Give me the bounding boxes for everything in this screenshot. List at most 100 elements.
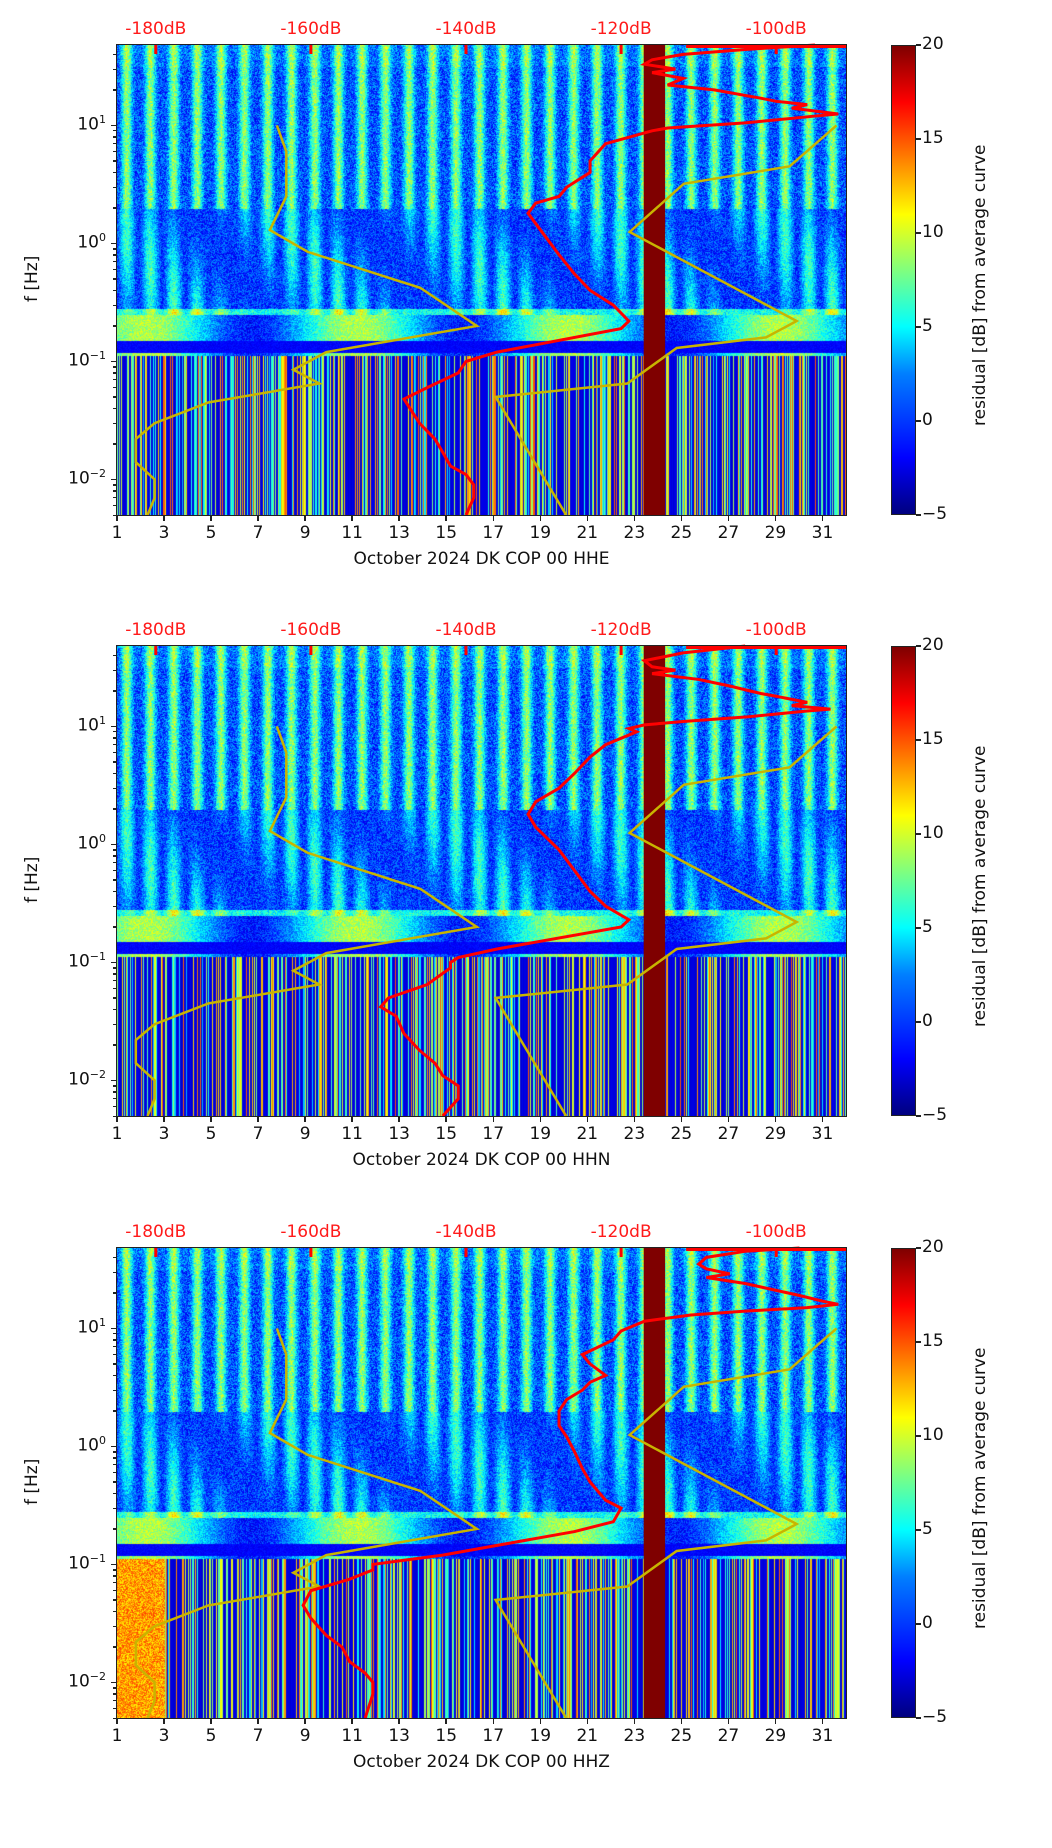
x-tick-label: 31: [811, 1726, 834, 1746]
db-tick-mark: [464, 1248, 468, 1257]
y-tick-label: 10−1: [46, 1552, 106, 1574]
colorbar-label: residual [dB] from average curve: [970, 144, 990, 426]
y-minor-tick-mark: [113, 387, 117, 389]
colorbar-tick-mark: [916, 1529, 921, 1531]
y-minor-tick-mark: [113, 731, 117, 733]
colorbar-tick-label: 15: [922, 128, 944, 148]
y-minor-tick-mark: [113, 68, 117, 70]
x-tick-mark: [445, 515, 447, 521]
x-tick-mark: [398, 515, 400, 521]
chart-panel: -180dB -160dB -140dB -120dB -100dB 1 3 5 7 9 11 13 1…: [0, 620, 1052, 1246]
x-tick-label: 29: [764, 1124, 787, 1144]
y-minor-tick-mark: [113, 1569, 117, 1571]
chart-panel: -180dB -160dB -140dB -120dB -100dB 1 3 5 7 9 11 13 1…: [0, 1222, 1052, 1848]
y-tick-label: 10−2: [46, 1068, 106, 1090]
x-tick-label: 29: [764, 523, 787, 543]
y-minor-tick-mark: [113, 787, 117, 789]
spectrogram-heatmap: [117, 1248, 846, 1718]
db-tick-mark: [774, 1248, 778, 1257]
y-tick-base: 10: [77, 716, 99, 737]
x-tick-label: 21: [576, 1124, 599, 1144]
db-tick-mark: [774, 45, 778, 54]
x-tick-mark: [257, 1718, 259, 1724]
y-minor-tick-mark: [113, 1708, 117, 1710]
x-tick-label: 19: [529, 1124, 552, 1144]
y-minor-tick-mark: [113, 136, 117, 138]
x-tick-mark: [633, 1116, 636, 1122]
y-minor-tick-mark: [113, 1333, 117, 1335]
db-tick-label: -120dB: [590, 19, 652, 39]
y-minor-tick-mark: [113, 160, 117, 162]
y-minor-tick-mark: [113, 379, 117, 381]
y-minor-tick-mark: [113, 1599, 117, 1601]
x-tick-mark: [586, 1718, 589, 1724]
colorbar: [891, 1248, 916, 1718]
y-major-tick-mark: [111, 843, 117, 846]
x-tick-mark: [257, 515, 259, 521]
y-minor-tick-mark: [113, 325, 117, 327]
x-tick-mark: [351, 1718, 353, 1724]
y-tick-base: 10: [68, 1554, 90, 1575]
y-tick-exponent: 0: [99, 231, 106, 245]
y-minor-tick-mark: [113, 278, 117, 280]
reference-curve-right: [493, 124, 838, 516]
y-minor-tick-mark: [113, 1700, 117, 1702]
y-minor-tick-mark: [113, 207, 117, 209]
y-tick-exponent: −1: [89, 950, 106, 964]
y-minor-tick-mark: [113, 490, 117, 492]
db-tick-mark: [154, 646, 158, 655]
y-minor-tick-mark: [113, 186, 117, 188]
x-tick-mark: [210, 1718, 212, 1724]
x-tick-label: 5: [205, 523, 217, 543]
y-tick-base: 10: [77, 834, 99, 855]
x-tick-label: 5: [205, 1124, 217, 1144]
x-tick-label: 27: [717, 1726, 740, 1746]
x-tick-mark: [116, 1718, 118, 1724]
x-tick-label: 7: [252, 1726, 264, 1746]
colorbar-tick-mark: [916, 1021, 921, 1023]
colorbar-tick-mark: [916, 927, 921, 929]
y-minor-tick-mark: [113, 1354, 117, 1356]
x-tick-label: 7: [252, 1124, 264, 1144]
y-minor-tick-mark: [113, 1717, 117, 1719]
db-tick-label: -100dB: [745, 1222, 807, 1242]
average-psd-curve: [301, 1246, 839, 1719]
x-tick-label: 1: [111, 1124, 123, 1144]
x-tick-label: 11: [341, 1726, 363, 1746]
x-tick-mark: [445, 1116, 447, 1122]
x-tick-mark: [680, 515, 683, 521]
y-minor-tick-mark: [113, 1389, 117, 1391]
y-minor-tick-mark: [113, 1292, 117, 1294]
y-minor-tick-mark: [113, 1507, 117, 1509]
x-tick-label: 31: [811, 1124, 834, 1144]
colorbar-tick-mark: [916, 1247, 921, 1249]
x-tick-label: 9: [299, 523, 311, 543]
x-tick-mark: [210, 1116, 212, 1122]
y-minor-tick-mark: [113, 772, 117, 775]
y-minor-tick-mark: [113, 1687, 117, 1689]
x-tick-label: 17: [482, 1124, 505, 1144]
colorbar-tick-label: −5: [922, 504, 948, 524]
spectrogram-plot: [117, 43, 846, 516]
y-minor-tick-mark: [113, 1590, 117, 1592]
x-tick-label: 9: [299, 1124, 311, 1144]
x-tick-mark: [163, 515, 165, 521]
x-tick-label: 25: [670, 1124, 693, 1144]
x-tick-mark: [351, 1116, 353, 1122]
y-minor-tick-mark: [113, 1115, 117, 1117]
y-minor-tick-mark: [113, 654, 117, 657]
y-tick-exponent: −2: [89, 467, 106, 481]
y-minor-tick-mark: [113, 1008, 117, 1011]
x-tick-label: 3: [158, 1124, 170, 1144]
y-minor-tick-mark: [113, 497, 117, 499]
y-axis-label: f [Hz]: [22, 856, 42, 903]
db-tick-mark: [464, 45, 468, 54]
average-psd-curve: [401, 43, 839, 516]
curve-overlay: [134, 43, 846, 516]
x-tick-mark: [445, 1718, 447, 1724]
y-tick-base: 10: [68, 351, 90, 372]
colorbar-tick-label: 10: [922, 1425, 944, 1445]
y-minor-tick-mark: [113, 248, 117, 250]
db-tick-label: -100dB: [745, 620, 807, 640]
x-tick-mark: [257, 1116, 259, 1122]
